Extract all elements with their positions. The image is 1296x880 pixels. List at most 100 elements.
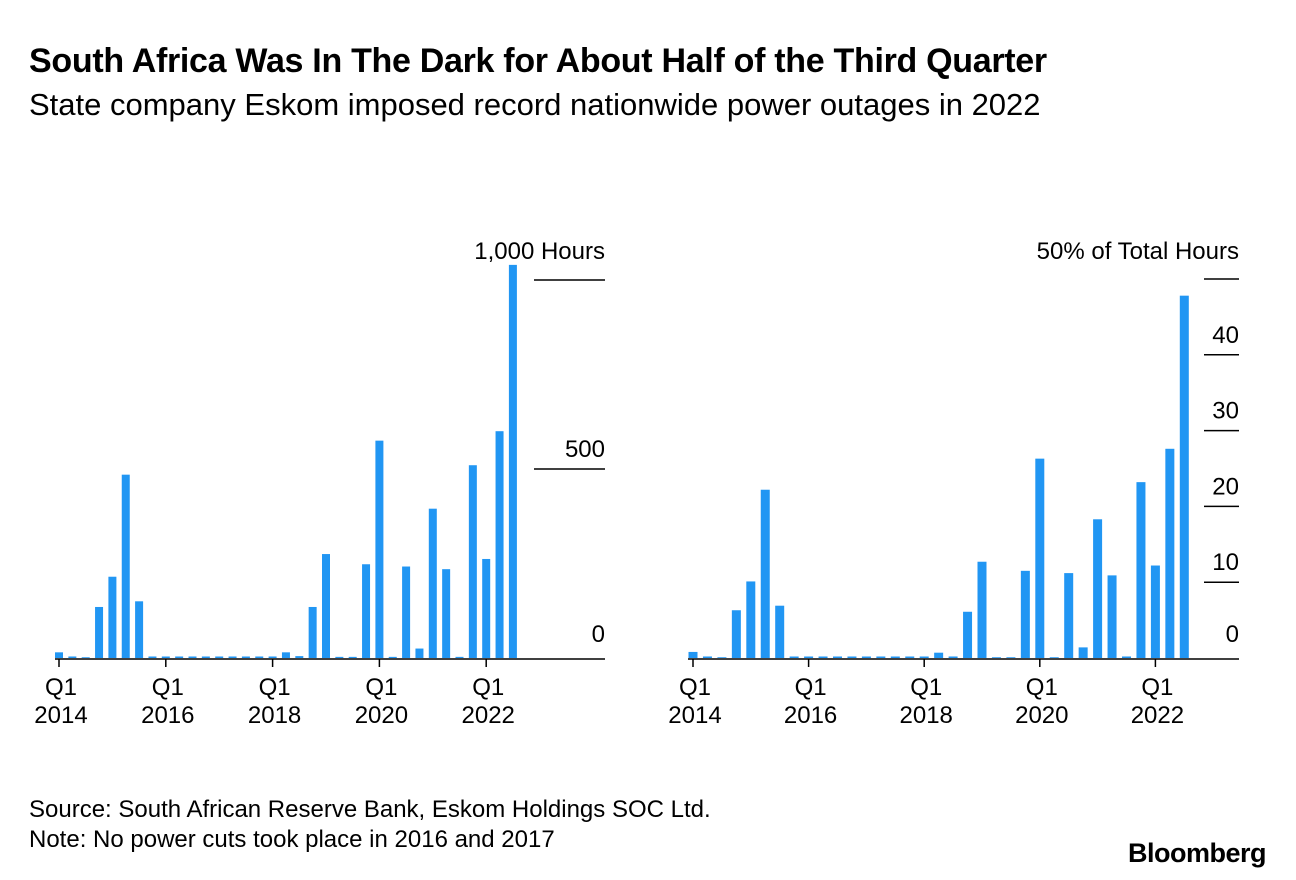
- chart2-xtick-label-quarter: Q1: [1141, 674, 1173, 701]
- chart2-xtick-label-quarter: Q1: [795, 674, 827, 701]
- chart1-bar: [81, 657, 90, 658]
- chart1-ytick-label: 1,000 Hours: [474, 238, 605, 265]
- chart1-bar: [188, 656, 197, 658]
- chart1-xtick-label-year: 2020: [355, 702, 408, 729]
- chart1-bar: [482, 558, 491, 658]
- chart1-ytick-label: 500: [565, 436, 605, 463]
- chart2-xtick-label-year: 2018: [900, 702, 953, 729]
- chart1-bar: [415, 648, 424, 658]
- chart1-bar: [402, 566, 411, 658]
- chart1-bar: [428, 508, 437, 658]
- chart1-bar: [335, 656, 344, 658]
- chart2-bar: [1179, 295, 1189, 658]
- chart1-xtick-label-year: 2022: [462, 702, 515, 729]
- chart1-bar: [201, 656, 210, 658]
- chart2-bar: [963, 611, 973, 658]
- bloomberg-logo: Bloomberg: [1128, 838, 1267, 868]
- chart1-bar: [268, 656, 277, 658]
- chart2-bar: [731, 610, 741, 658]
- chart2-bar: [1078, 647, 1088, 658]
- chart2-bar: [702, 656, 712, 658]
- chart1-bar: [388, 656, 397, 658]
- chart2-xtick-label-year: 2014: [668, 702, 721, 729]
- chart-subtitle: State company Eskom imposed record natio…: [29, 87, 1041, 122]
- chart1-bar: [121, 474, 130, 658]
- chart2-bar: [1122, 656, 1131, 658]
- chart2-bar: [1049, 657, 1059, 658]
- chart-title: South Africa Was In The Dark for About H…: [29, 42, 1047, 80]
- chart1-bar: [175, 656, 184, 658]
- chart2-xtick-label-year: 2022: [1131, 702, 1184, 729]
- chart1-bar: [442, 569, 451, 658]
- chart1-xtick-label-quarter: Q1: [152, 674, 184, 701]
- chart1-xtick-label-quarter: Q1: [365, 674, 397, 701]
- chart1-xtick-label-quarter: Q1: [259, 674, 291, 701]
- chart2-bar: [1093, 519, 1103, 658]
- chart2-bar: [1150, 565, 1160, 658]
- chart2-xtick-label-quarter: Q1: [679, 674, 711, 701]
- chart2-bar: [1165, 448, 1175, 658]
- chart1-bar: [241, 656, 250, 658]
- chart2-bar: [775, 605, 785, 658]
- chart1-bar: [55, 652, 63, 658]
- chart1-bar: [255, 656, 264, 658]
- chart2-ytick-label: 10: [1212, 549, 1239, 576]
- chart2-bar: [1107, 575, 1117, 658]
- chart2-bar: [789, 656, 799, 658]
- chart1-bar: [135, 601, 144, 658]
- chart2-bar: [688, 651, 698, 658]
- chart2-ytick-label: 30: [1212, 398, 1239, 425]
- chart2-bar: [861, 656, 871, 658]
- chart2-bar: [717, 657, 727, 658]
- chart2-ytick-label: 0: [1226, 621, 1239, 648]
- chart2-ytick-label: 20: [1212, 473, 1239, 500]
- chart2-bar: [876, 656, 886, 658]
- chart2-bar: [1006, 657, 1016, 658]
- chart1-bar: [468, 465, 477, 658]
- chart2-bar: [934, 652, 944, 658]
- chart2-bar: [919, 656, 929, 658]
- chart1-bar: [68, 656, 77, 658]
- chart1-bar: [495, 431, 504, 658]
- chart1-bar: [295, 656, 304, 658]
- chart2-xtick-label-quarter: Q1: [1026, 674, 1058, 701]
- chart2-bar: [977, 561, 987, 658]
- chart2-bar: [1035, 458, 1045, 658]
- chart2-bar: [905, 656, 915, 658]
- chart2-ytick-label: 40: [1212, 322, 1239, 349]
- chart2-bar: [890, 656, 900, 658]
- chart1-bar: [215, 656, 224, 658]
- chart2-xtick-label-year: 2020: [1015, 702, 1068, 729]
- chart2-bar: [1020, 570, 1030, 658]
- chart1-xtick-label-year: 2016: [141, 702, 194, 729]
- chart2-bar: [948, 656, 958, 658]
- chart1-bar: [322, 554, 330, 658]
- chart1-bar: [148, 656, 157, 658]
- chart2-bar: [1064, 573, 1074, 658]
- chart1-bar: [348, 656, 357, 658]
- chart2-bar: [991, 657, 1001, 658]
- chart2-xtick-label-quarter: Q1: [910, 674, 942, 701]
- chart1-bar: [455, 656, 464, 658]
- chart2-bar: [760, 489, 770, 658]
- chart2-bar: [804, 656, 814, 658]
- chart1-bar: [362, 564, 371, 658]
- chart1-bar: [95, 606, 104, 658]
- chart1-bar: [308, 606, 317, 658]
- chart2-bar: [833, 656, 842, 658]
- chart1-bar: [161, 656, 170, 658]
- source-note: Source: South African Reserve Bank, Esko…: [29, 796, 711, 823]
- chart1-xtick-label-year: 2014: [34, 702, 87, 729]
- chart2-xtick-label-year: 2016: [784, 702, 837, 729]
- chart1-xtick-label-quarter: Q1: [472, 674, 504, 701]
- chart2-bar: [1136, 482, 1146, 658]
- footnote: Note: No power cuts took place in 2016 a…: [29, 826, 555, 853]
- chart2-ytick-label: 50% of Total Hours: [1037, 238, 1239, 265]
- chart1-ytick-label: 0: [592, 621, 605, 648]
- chart1-bar: [508, 264, 517, 658]
- chart2-bar: [818, 656, 828, 658]
- chart1-xtick-label-year: 2018: [248, 702, 301, 729]
- chart1-xtick-label-quarter: Q1: [45, 674, 77, 701]
- chart1-bar: [281, 652, 290, 658]
